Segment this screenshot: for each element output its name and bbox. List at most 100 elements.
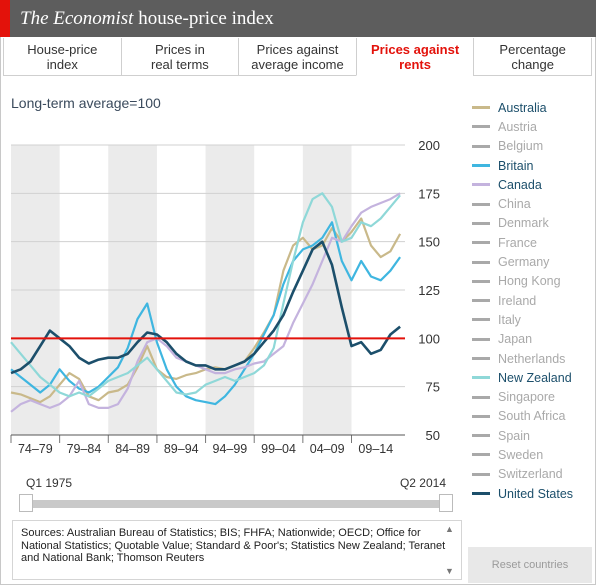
legend-swatch <box>472 164 490 168</box>
legend-item-singapore[interactable]: Singapore <box>472 387 592 406</box>
legend-swatch <box>472 221 490 225</box>
x-period-label: 79–84 <box>67 442 102 456</box>
legend-label: United States <box>498 486 574 501</box>
reset-countries-button[interactable]: Reset countries <box>468 547 592 583</box>
legend-label: Italy <box>498 312 521 327</box>
legend-label: Singapore <box>498 390 555 405</box>
legend-swatch <box>472 106 490 110</box>
x-period-label: 04–09 <box>310 442 345 456</box>
tab-prices-against-income[interactable]: Prices against average income <box>238 38 357 76</box>
slider-track[interactable] <box>26 500 446 508</box>
title-brand: The Economist <box>20 8 134 29</box>
tab-percentage-change[interactable]: Percentage change <box>473 38 592 76</box>
series-line-new-zealand <box>10 192 401 398</box>
legend-item-britain[interactable]: Britain <box>472 156 592 175</box>
y-tick-label: 175 <box>418 186 440 201</box>
legend-label: Belgium <box>498 139 544 154</box>
y-tick-label: 125 <box>418 283 440 298</box>
legend-item-netherlands[interactable]: Netherlands <box>472 349 592 368</box>
legend-swatch <box>472 299 490 303</box>
tab-prices-in-real-terms[interactable]: Prices in real terms <box>120 38 240 76</box>
y-tick-label: 75 <box>426 380 440 395</box>
legend-item-united-states[interactable]: United States <box>472 484 592 503</box>
x-period-label: 84–89 <box>115 442 150 456</box>
brand-red-mark <box>0 0 10 37</box>
legend-item-china[interactable]: China <box>472 194 592 213</box>
tab-prices-against-rents[interactable]: Prices against rents <box>355 38 475 76</box>
legend-item-austria[interactable]: Austria <box>472 117 592 136</box>
y-tick-label: 50 <box>426 428 440 443</box>
tab-label-line2: average income <box>251 57 344 72</box>
legend-item-sweden[interactable]: Sweden <box>472 445 592 464</box>
sources-scrollbar[interactable]: ▲ ▼ <box>440 520 462 580</box>
country-legend: Australia Austria Belgium Britain Canada Chin… <box>472 98 592 503</box>
legend-label: Netherlands <box>498 351 566 366</box>
slider-end-label: Q2 2014 <box>399 476 446 490</box>
date-range-slider: Q1 1975 Q2 2014 <box>19 476 453 512</box>
y-tick-label: 100 <box>418 331 440 346</box>
legend-label: Spain <box>498 428 530 443</box>
legend-label: Australia <box>498 100 547 115</box>
legend-item-new-zealand[interactable]: New Zealand <box>472 368 592 387</box>
legend-swatch <box>472 376 490 380</box>
legend-item-france[interactable]: France <box>472 233 592 252</box>
chart-subtitle: Long-term average=100 <box>11 95 161 111</box>
legend-swatch <box>472 492 490 496</box>
legend-label: Denmark <box>498 216 549 231</box>
line-chart: 50 75 100 125 150 175 200 74–79 79–84 84–89 89–94 9… <box>10 138 440 456</box>
legend-label: China <box>498 197 531 212</box>
legend-label: Switzerland <box>498 467 563 482</box>
legend-item-belgium[interactable]: Belgium <box>472 137 592 156</box>
x-period-label: 09–14 <box>358 442 393 456</box>
legend-label: France <box>498 235 537 250</box>
scroll-down-icon[interactable]: ▼ <box>445 566 454 576</box>
legend-item-south-africa[interactable]: South Africa <box>472 407 592 426</box>
legend-label: Germany <box>498 255 550 270</box>
page-title: The Economist house-price index <box>20 8 274 30</box>
legend-swatch <box>472 453 490 457</box>
scroll-up-icon[interactable]: ▲ <box>445 524 454 534</box>
x-period-label: 89–94 <box>164 442 199 456</box>
legend-label: Britain <box>498 158 534 173</box>
legend-item-switzerland[interactable]: Switzerland <box>472 465 592 484</box>
legend-swatch <box>472 318 490 322</box>
legend-swatch <box>472 414 490 418</box>
view-tabs: House-price index Prices in real terms Pri… <box>3 38 592 76</box>
tab-label-line1: House-price <box>27 42 98 57</box>
x-period-label: 94–99 <box>213 442 248 456</box>
legend-item-ireland[interactable]: Ireland <box>472 291 592 310</box>
legend-item-japan[interactable]: Japan <box>472 330 592 349</box>
legend-swatch <box>472 472 490 476</box>
legend-item-australia[interactable]: Australia <box>472 98 592 117</box>
legend-label: Austria <box>498 119 537 134</box>
legend-swatch <box>472 434 490 438</box>
x-period-label: 99–04 <box>261 442 296 456</box>
legend-item-spain[interactable]: Spain <box>472 426 592 445</box>
legend-swatch <box>472 202 490 206</box>
legend-swatch <box>472 144 490 148</box>
legend-item-hong-kong[interactable]: Hong Kong <box>472 272 592 291</box>
legend-swatch <box>472 125 490 129</box>
series-line-united-states <box>10 240 401 375</box>
title-bar: The Economist house-price index <box>0 0 596 37</box>
y-tick-label: 200 <box>418 138 440 153</box>
legend-item-canada[interactable]: Canada <box>472 175 592 194</box>
tab-house-price-index[interactable]: House-price index <box>3 38 122 76</box>
x-period-label: 74–79 <box>18 442 53 456</box>
legend-swatch <box>472 337 490 341</box>
slider-start-label: Q1 1975 <box>26 476 73 490</box>
slider-start-handle[interactable] <box>19 494 33 512</box>
legend-item-germany[interactable]: Germany <box>472 252 592 271</box>
legend-swatch <box>472 241 490 245</box>
legend-label: Japan <box>498 332 533 347</box>
legend-swatch <box>472 183 490 187</box>
legend-label: South Africa <box>498 409 566 424</box>
title-text: house-price index <box>133 8 274 29</box>
legend-item-denmark[interactable]: Denmark <box>472 214 592 233</box>
sources-note: Sources: Australian Bureau of Statistics… <box>12 520 462 580</box>
tab-label-line2: index <box>46 57 78 72</box>
legend-swatch <box>472 279 490 283</box>
tab-label-line1: Percentage <box>499 42 566 57</box>
slider-end-handle[interactable] <box>439 494 453 512</box>
legend-item-italy[interactable]: Italy <box>472 310 592 329</box>
